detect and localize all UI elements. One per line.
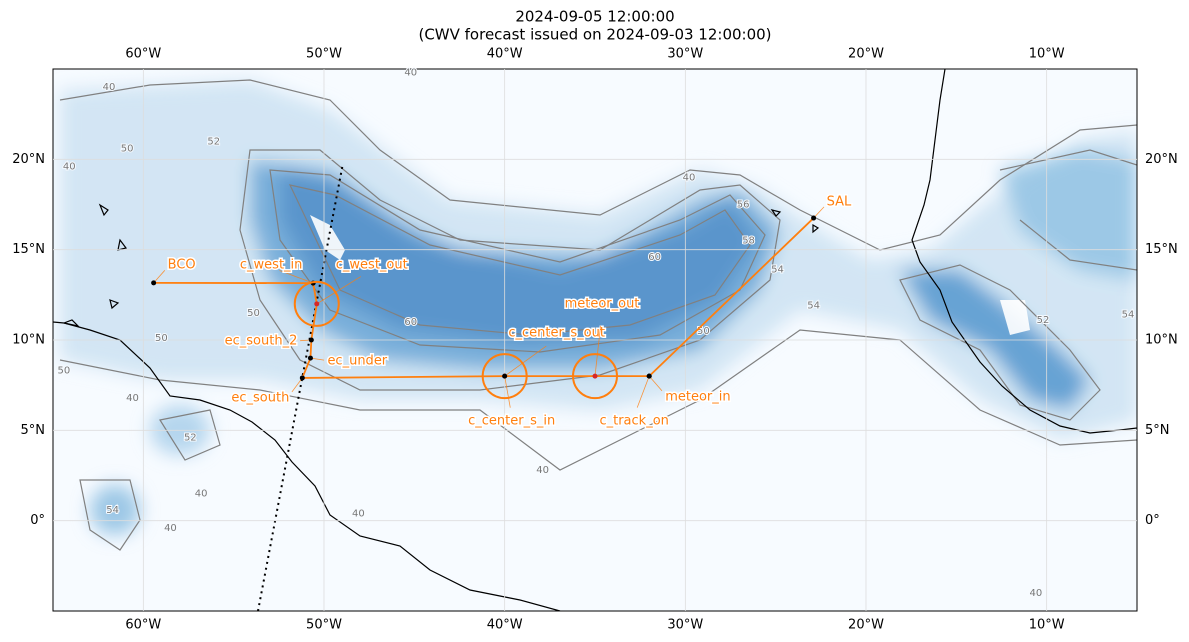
contour-label: 40 (63, 162, 76, 173)
contour-label: 60 (648, 252, 661, 263)
waypoint-label: c_center_s_out (508, 326, 605, 341)
label-leader (504, 345, 547, 377)
contour-label: 52 (184, 433, 197, 444)
circle-pattern (481, 353, 528, 400)
lon-tick-label: 30°W (667, 47, 703, 62)
contour-label: 54 (106, 505, 119, 516)
lon-tick-label: 60°W (125, 47, 161, 62)
lat-tick-label: 0° (1145, 513, 1160, 528)
label-leader (636, 375, 650, 408)
waypoint-label: ec_south_2 (225, 334, 298, 349)
satellite-track (257, 162, 344, 611)
waypoint-label: ec_under (327, 354, 387, 369)
lat-tick-label: 10°N (12, 333, 45, 348)
label-leader (279, 270, 314, 284)
lon-tick-label: 50°W (306, 47, 342, 62)
lat-tick-label: 5°N (1145, 423, 1170, 438)
label-leader (648, 375, 663, 392)
contour-label: 40 (164, 523, 177, 534)
lon-tick-label: 30°W (667, 618, 703, 633)
waypoint-label: c_center_s_in (468, 414, 555, 429)
contour-label: 40 (195, 489, 208, 500)
flight-track (153, 217, 815, 379)
contour-label: 50 (247, 308, 260, 319)
lon-tick-label: 20°W (848, 47, 884, 62)
contour-label: 54 (771, 265, 784, 276)
circle-pattern (293, 280, 340, 327)
contour-label: 40 (103, 82, 116, 93)
waypoint-label: ec_south (231, 390, 289, 405)
contour-label: 40 (126, 393, 139, 404)
contour-label: 50 (57, 366, 70, 377)
lat-tick-label: 15°N (1145, 242, 1178, 257)
lon-tick-label: 40°W (487, 47, 523, 62)
circle-pattern (572, 353, 618, 400)
waypoint (502, 373, 508, 379)
waypoint (811, 215, 817, 221)
lat-tick-label: 20°N (1145, 152, 1178, 167)
waypoint-label: c_track_on (599, 414, 668, 429)
lat-tick-label: 15°N (12, 242, 45, 257)
contour-label: 40 (352, 508, 365, 519)
label-leader (813, 206, 825, 219)
waypoint (151, 280, 157, 286)
waypoint-label: c_west_out (336, 257, 408, 272)
lat-tick-label: 20°N (12, 152, 45, 167)
lon-tick-label: 10°W (1029, 47, 1065, 62)
title: 2024-09-05 12:00:00 (515, 8, 674, 26)
cwv-field (53, 69, 1137, 611)
contour-label: 54 (807, 301, 820, 312)
waypoint-label: meteor_in (665, 390, 730, 405)
waypoint-label: c_west_in (240, 258, 303, 273)
waypoint (646, 373, 652, 379)
contour-label: 50 (121, 143, 134, 154)
contour-label: 40 (536, 465, 549, 476)
label-leader (291, 377, 303, 393)
waypoint-label: meteor_out (565, 297, 640, 312)
waypoint (592, 373, 598, 379)
contour-label: 40 (1029, 588, 1042, 599)
lat-tick-label: 0° (30, 513, 45, 528)
lon-tick-label: 50°W (306, 618, 342, 633)
label-leader (316, 276, 361, 305)
waypoint (299, 375, 305, 381)
contour-label: 54 (1122, 310, 1135, 321)
waypoint (308, 337, 314, 343)
lon-tick-label: 60°W (125, 618, 161, 633)
contour-label: 50 (155, 333, 168, 344)
waypoint (314, 301, 320, 307)
subtitle: (CWV forecast issued on 2024-09-03 12:00… (418, 26, 771, 44)
lon-tick-label: 40°W (487, 618, 523, 633)
waypoint (307, 355, 313, 361)
label-leader (153, 270, 166, 284)
waypoint-label: BCO (168, 257, 196, 272)
label-leader (594, 325, 601, 377)
contour-label: 40 (683, 172, 696, 183)
contour-label: 58 (742, 236, 755, 247)
contour-label: 60 (404, 317, 417, 328)
lon-tick-label: 10°W (1029, 618, 1065, 633)
contour-label: 52 (1037, 315, 1050, 326)
contour-label: 52 (207, 136, 220, 147)
lat-tick-label: 10°N (1145, 333, 1178, 348)
waypoint-label: SAL (827, 195, 852, 210)
contour-label: 40 (404, 68, 417, 79)
lon-tick-label: 20°W (848, 618, 884, 633)
contour-label: 56 (737, 200, 750, 211)
lat-tick-label: 5°N (21, 423, 46, 438)
label-leader (504, 376, 511, 408)
